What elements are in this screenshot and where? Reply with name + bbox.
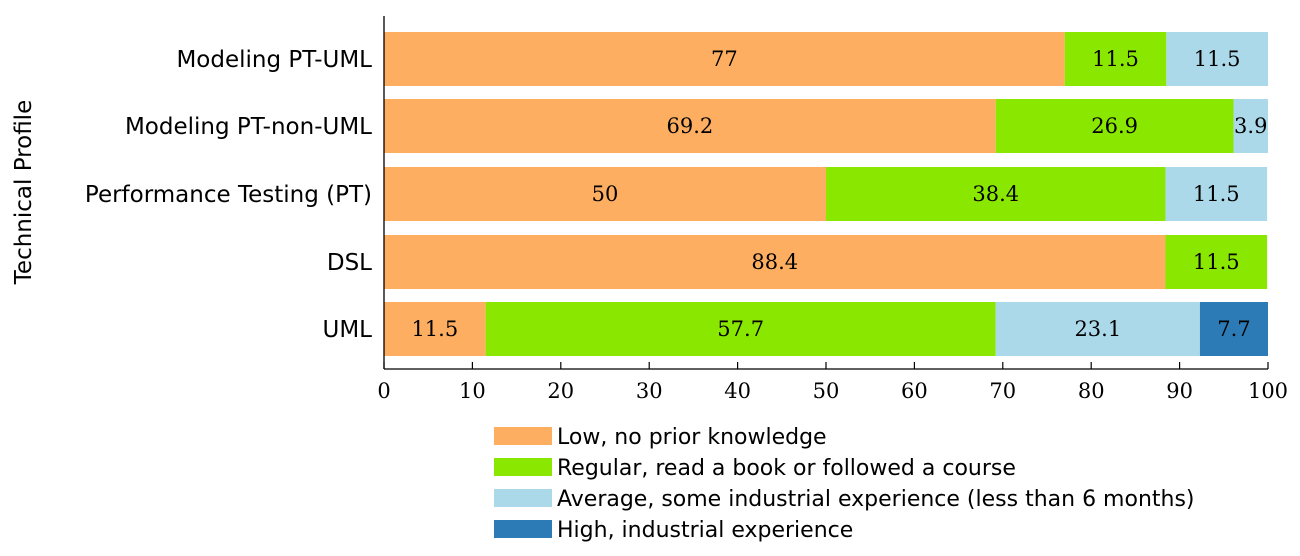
data-label: 88.4 [751,250,798,274]
bar-segment [384,302,486,356]
bar-segment [384,167,826,221]
category-label: UML [323,317,373,343]
bar-segment [1165,167,1268,221]
bar-segment [384,99,996,153]
x-tick-label: 30 [636,379,663,403]
legend-swatch [494,489,552,507]
x-tick-label: 80 [1078,379,1105,403]
data-label: 69.2 [666,114,713,138]
category-labels: Modeling PT-UML Modeling PT-non-UML Perfor… [85,47,372,343]
data-label: 26.9 [1091,114,1138,138]
bar-segment [995,302,1200,356]
legend-swatch [494,458,552,476]
bar-segment [995,99,1234,153]
bar-segment [384,32,1065,86]
x-tick-label: 50 [813,379,840,403]
category-label: Modeling PT-non-UML [125,114,372,140]
legend-label: High, industrial experience [557,518,853,543]
x-axis: 0 10 20 30 40 50 60 70 80 90 100 [377,16,1288,403]
legend-label: Low, no prior knowledge [557,425,827,450]
category-label: Modeling PT-UML [176,47,372,73]
bar-segment [1064,32,1167,86]
data-labels-layer: 77 11.5 11.5 69.2 26.9 3.9 50 38.4 11.5 88.4 11.5 1… [411,47,1267,341]
x-tick-label: 70 [989,379,1016,403]
x-tick-label: 60 [901,379,928,403]
bar-segment [384,235,1166,289]
bar-segment [485,302,996,356]
x-tick-label: 0 [377,379,390,403]
bar-segment [1199,302,1268,356]
bars-layer [384,32,1268,356]
data-label: 11.5 [1092,47,1139,71]
data-label: 50 [592,182,619,206]
data-label: 11.5 [1193,182,1240,206]
data-label: 77 [711,47,738,71]
data-label: 11.5 [1194,47,1241,71]
data-label: 7.7 [1217,317,1250,341]
bar-segment [1166,32,1268,86]
legend-swatch [494,427,552,445]
legend-swatch [494,520,552,538]
data-label: 11.5 [1193,250,1240,274]
legend-label: Average, some industrial experience (les… [557,487,1195,512]
x-tick-label: 100 [1248,379,1288,403]
y-axis-label: Technical Profile [11,100,37,285]
x-tick-label: 10 [459,379,486,403]
data-label: 23.1 [1074,317,1121,341]
bar-segment [1165,235,1268,289]
bar-segment [1233,99,1268,153]
data-label: 11.5 [411,317,458,341]
legend: Low, no prior knowledge Regular, read a b… [494,425,1195,543]
legend-label: Regular, read a book or followed a cours… [557,456,1016,481]
category-label: Performance Testing (PT) [85,182,372,208]
x-tick-label: 90 [1166,379,1193,403]
x-tick-label: 20 [547,379,574,403]
x-tick-label: 40 [724,379,751,403]
data-label: 3.9 [1234,114,1267,138]
data-label: 38.4 [972,182,1019,206]
data-label: 57.7 [717,317,764,341]
category-label: DSL [327,250,372,276]
bar-segment [826,167,1166,221]
